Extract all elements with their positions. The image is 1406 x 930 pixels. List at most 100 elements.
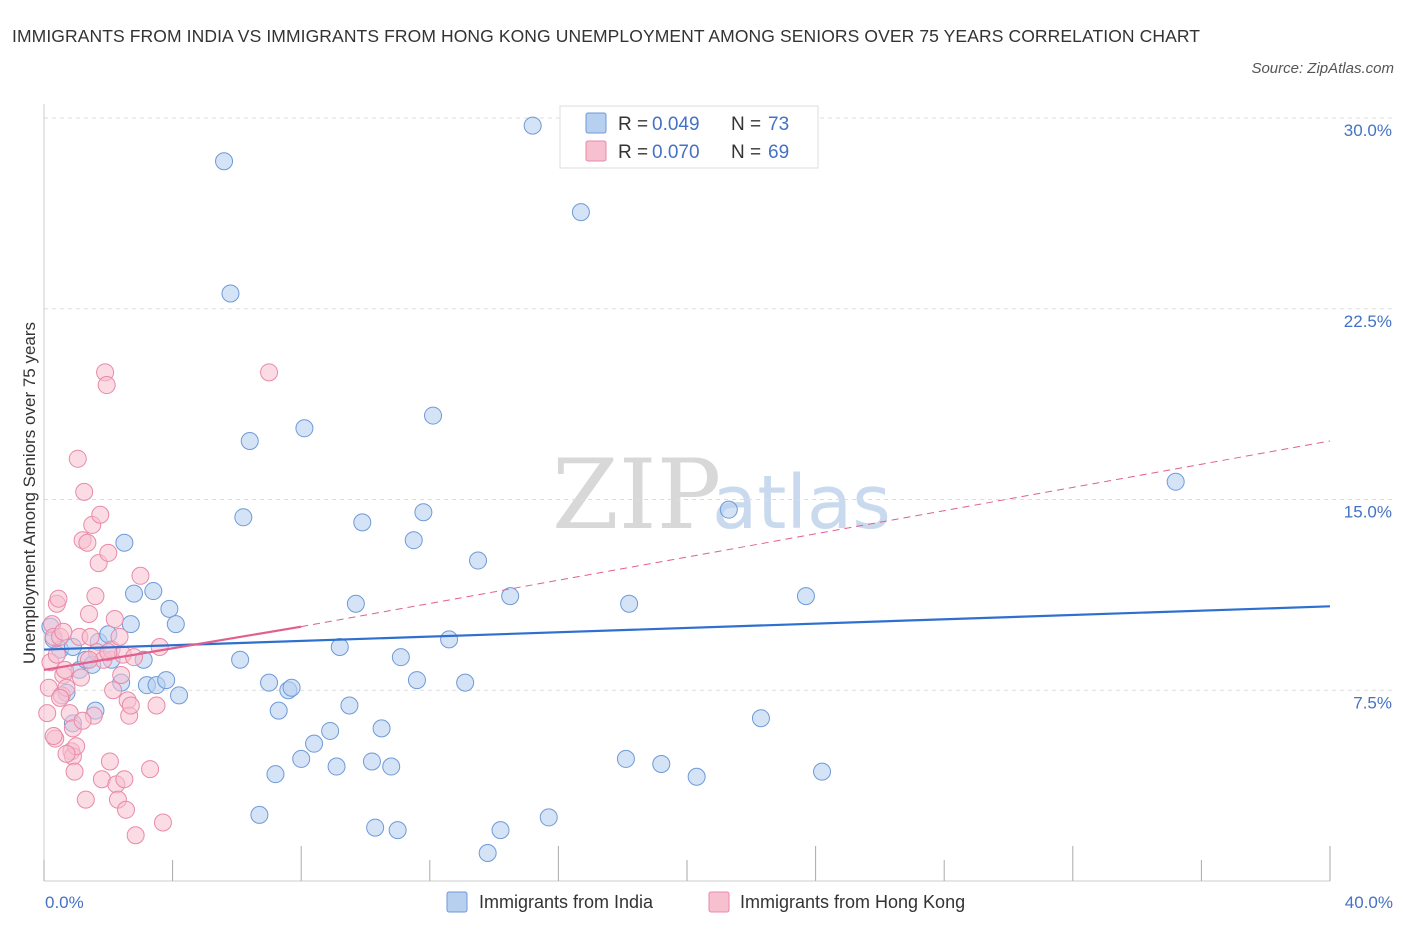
source-label: Source: ZipAtlas.com <box>1251 60 1394 77</box>
india-point <box>362 752 381 771</box>
india-point <box>687 767 706 786</box>
hk-point <box>141 760 160 779</box>
india-point <box>234 508 253 527</box>
india-point <box>305 734 324 753</box>
india-point <box>327 757 346 776</box>
hk-point <box>55 660 74 679</box>
india-point <box>330 638 349 657</box>
bottom-legend-swatch-india <box>446 891 468 913</box>
hk-point <box>100 752 119 771</box>
watermark-zip: ZIP <box>552 439 721 551</box>
india-point <box>1166 472 1185 491</box>
india-point <box>491 821 510 840</box>
india-point <box>166 615 185 634</box>
y-axis-label: Unemployment Among Seniors over 75 years <box>20 322 39 664</box>
india-point <box>295 419 314 438</box>
trend-lines <box>43 440 1331 671</box>
india-point <box>366 818 385 837</box>
india-point <box>215 152 234 171</box>
india-point <box>478 844 497 863</box>
hk-point <box>126 826 145 845</box>
india-point <box>440 630 459 649</box>
india-point <box>571 203 590 222</box>
hk-point <box>147 696 166 715</box>
india-point <box>125 584 144 603</box>
india-point <box>414 503 433 522</box>
hk-point <box>71 668 90 687</box>
hk-point <box>51 688 70 707</box>
hk-point <box>78 533 97 552</box>
hk-point <box>75 482 94 501</box>
hk-point <box>86 587 105 606</box>
hk-point <box>105 610 124 629</box>
hk-point <box>260 363 279 382</box>
hk-point <box>131 566 150 585</box>
india-point <box>221 284 240 303</box>
hk-point <box>54 622 73 641</box>
hk-point <box>76 790 95 809</box>
india-point <box>372 719 391 738</box>
india-point <box>388 821 407 840</box>
hk-point <box>65 762 84 781</box>
axes <box>43 104 1331 882</box>
india-point <box>144 582 163 601</box>
bottom-legend-swatch-hk <box>708 891 730 913</box>
india-point <box>346 594 365 613</box>
hk-point <box>57 744 76 763</box>
x-tick-label-min: 0.0% <box>45 893 84 912</box>
india-point <box>266 765 285 784</box>
legend-india-n-label: N = <box>731 114 761 135</box>
india-point <box>391 648 410 667</box>
legend-swatch-india <box>585 112 607 134</box>
hk-point <box>125 648 144 667</box>
hk-point <box>99 543 118 562</box>
gridlines <box>44 117 1392 691</box>
hk-point <box>150 638 169 657</box>
hk-point <box>68 449 87 468</box>
india-point <box>260 673 279 692</box>
x-tick-labels: 0.0% 40.0% <box>45 893 1393 912</box>
legend-india-r-label: R = <box>618 114 648 135</box>
india-point <box>240 432 259 451</box>
india-point <box>501 587 520 606</box>
correlation-legend: R = 0.049 N = 73 R = 0.070 N = 69 <box>559 105 819 169</box>
x-tick-label-max: 40.0% <box>1345 893 1393 912</box>
india-point <box>282 678 301 697</box>
hk-point <box>91 505 110 524</box>
y-tick-labels: 7.5% 15.0% 22.5% 30.0% <box>1344 121 1392 712</box>
legend-india-r-value: 0.049 <box>652 114 700 135</box>
india-point <box>157 671 176 690</box>
india-point <box>620 594 639 613</box>
india-point <box>353 513 372 532</box>
india-point <box>160 599 179 618</box>
watermark-atlas: atlas <box>712 460 891 546</box>
india-point <box>539 808 558 827</box>
india-point <box>616 749 635 768</box>
hk-point <box>153 813 172 832</box>
hk-point <box>81 627 100 646</box>
hk-point <box>112 665 131 684</box>
hk-point <box>97 376 116 395</box>
legend-hk-r-label: R = <box>618 142 648 163</box>
y-tick-label: 30.0% <box>1344 121 1392 140</box>
series-hk-points <box>38 363 279 845</box>
india-point <box>115 533 134 552</box>
india-point <box>813 762 832 781</box>
legend-hk-n-label: N = <box>731 142 761 163</box>
india-point <box>231 650 250 669</box>
hk-point <box>44 727 63 746</box>
hk-trend-line <box>43 625 302 671</box>
india-point <box>404 531 423 550</box>
india-trend-line <box>43 605 1331 651</box>
hk-point <box>80 604 99 623</box>
india-point <box>523 116 542 135</box>
hk-trend-line-extrapolated <box>301 440 1331 628</box>
india-point <box>121 615 140 634</box>
hk-point <box>73 711 92 730</box>
chart-title: IMMIGRANTS FROM INDIA VS IMMIGRANTS FROM… <box>12 26 1201 46</box>
hk-point <box>116 800 135 819</box>
hk-point <box>115 770 134 789</box>
india-point <box>456 673 475 692</box>
india-point <box>382 757 401 776</box>
